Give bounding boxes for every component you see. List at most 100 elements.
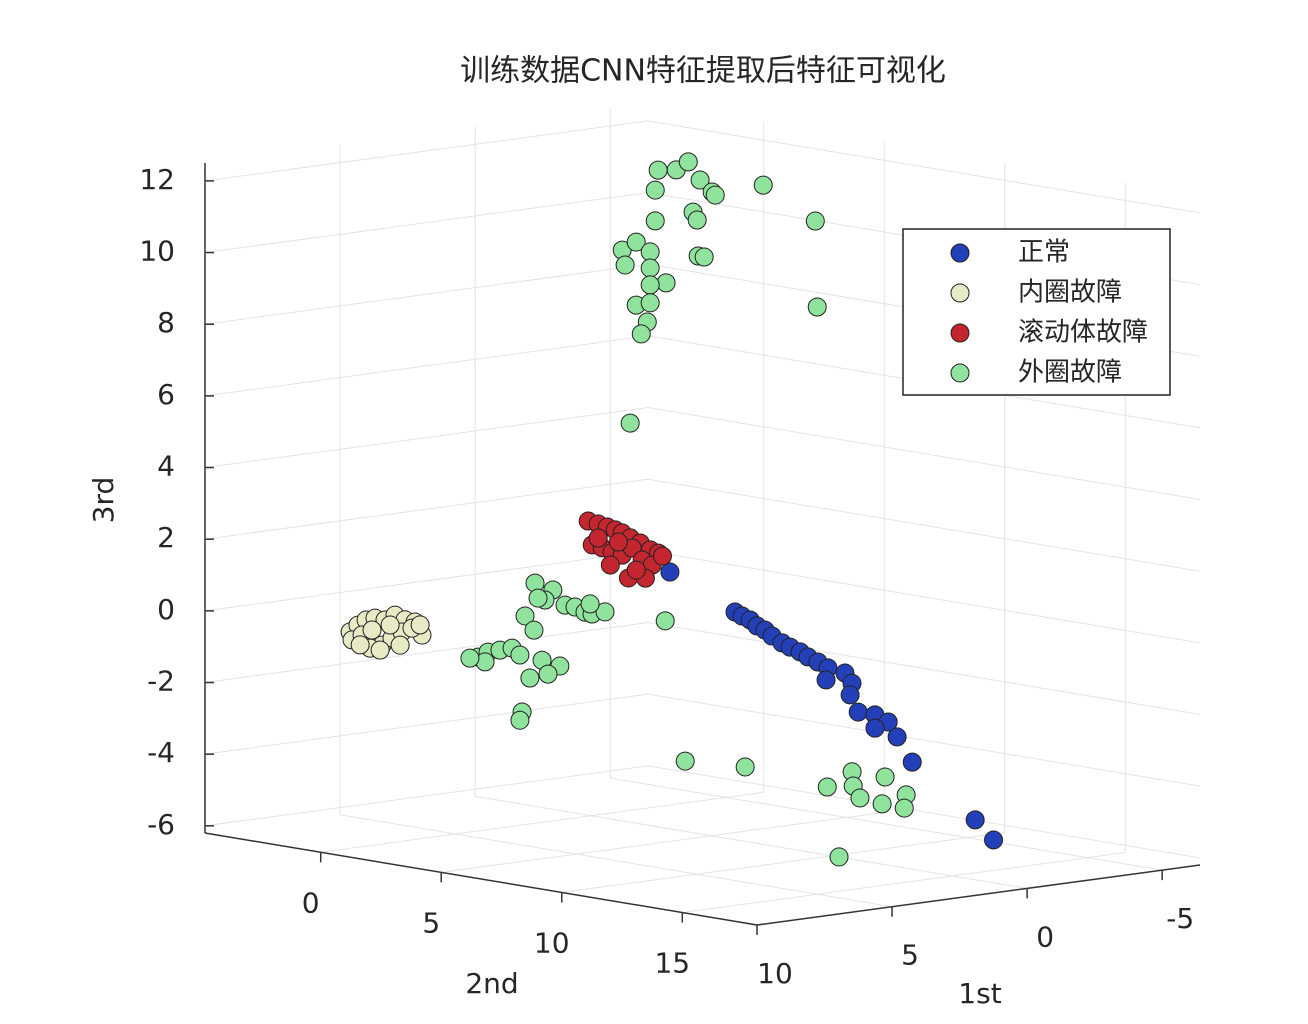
point <box>626 560 646 580</box>
point <box>865 718 885 738</box>
point <box>350 635 370 655</box>
point <box>660 562 680 582</box>
point <box>515 606 535 626</box>
point <box>850 788 870 808</box>
legend-marker <box>950 243 970 263</box>
grid-line <box>320 791 764 853</box>
point <box>645 211 665 231</box>
y-tick-label: 15 <box>654 947 690 980</box>
grid-line <box>610 777 1163 871</box>
x-tick-label: 0 <box>1036 920 1054 953</box>
point <box>805 211 825 231</box>
y-tick-label: 0 <box>302 886 320 919</box>
point <box>640 293 660 313</box>
grid-line <box>647 622 1201 716</box>
legend-label: 内圈故障 <box>1018 278 1122 308</box>
point <box>615 255 635 275</box>
grid-line <box>204 765 649 827</box>
point <box>848 702 868 722</box>
z-axis-label: 3rd <box>87 477 120 524</box>
y-axis <box>204 832 758 926</box>
grid-line <box>204 407 649 469</box>
grid-line <box>441 811 885 873</box>
point <box>807 297 827 317</box>
point <box>678 152 698 172</box>
point <box>362 620 382 640</box>
point <box>510 710 530 730</box>
legend-label: 外圈故障 <box>1018 358 1122 388</box>
grid-line <box>204 478 649 540</box>
point <box>687 210 707 230</box>
x-axis <box>756 864 1201 926</box>
point <box>694 247 714 267</box>
grid-line <box>204 120 649 182</box>
z-tick-label: -2 <box>147 665 175 698</box>
point <box>600 555 620 575</box>
point <box>840 685 860 705</box>
legend-marker <box>950 283 970 303</box>
grid-line <box>204 263 649 325</box>
point <box>965 810 985 830</box>
grid-line <box>204 192 649 254</box>
point <box>524 620 544 640</box>
z-tick-label: 6 <box>157 378 175 411</box>
x-axis-label: 1st <box>958 977 1001 1010</box>
x-tick-label: 10 <box>757 957 793 990</box>
x-tick-label: 5 <box>901 939 919 972</box>
z-tick-label: 2 <box>157 521 175 554</box>
point <box>652 546 672 566</box>
point <box>829 847 849 867</box>
point <box>656 273 676 293</box>
legend-marker <box>950 363 970 383</box>
point <box>690 170 710 190</box>
chart-title: 训练数据CNN特征提取后特征可视化 <box>460 54 946 89</box>
grid-line <box>647 120 1201 214</box>
grid-line <box>561 831 1005 893</box>
point <box>528 588 548 608</box>
grid-line <box>204 693 649 755</box>
y-tick-label: 5 <box>422 906 440 939</box>
z-tick-label: 10 <box>139 235 175 268</box>
legend-label: 滚动体故障 <box>1018 318 1148 348</box>
point <box>631 324 651 344</box>
point <box>410 615 430 635</box>
point <box>875 767 895 787</box>
point <box>538 664 558 684</box>
point <box>735 757 755 777</box>
y-axis-label: 2nd <box>465 967 518 1000</box>
point <box>460 648 480 668</box>
grid-line <box>647 478 1201 572</box>
point <box>640 275 660 295</box>
point <box>580 594 600 614</box>
grid-line <box>475 795 1028 889</box>
point <box>520 668 540 688</box>
point <box>390 635 410 655</box>
z-tick-label: -6 <box>147 808 175 841</box>
point <box>655 611 675 631</box>
point <box>675 751 695 771</box>
point <box>608 532 628 552</box>
x-tick-label: -5 <box>1166 902 1194 935</box>
point <box>380 615 400 635</box>
point <box>595 602 615 622</box>
z-tick-label: 0 <box>157 593 175 626</box>
point <box>626 232 646 252</box>
grid-line <box>647 550 1201 644</box>
grid-line <box>647 765 1201 859</box>
point <box>705 185 725 205</box>
grid-line <box>204 335 649 397</box>
point <box>817 777 837 797</box>
point <box>753 175 773 195</box>
point <box>894 798 914 818</box>
legend-marker <box>950 323 970 343</box>
point <box>872 794 892 814</box>
point <box>640 258 660 278</box>
legend-label: 正常 <box>1018 238 1070 268</box>
point <box>902 752 922 772</box>
z-tick-label: 8 <box>157 306 175 339</box>
grid-line <box>339 814 893 908</box>
z-tick-label: -4 <box>147 736 175 769</box>
grid-line <box>204 622 649 684</box>
point <box>648 160 668 180</box>
